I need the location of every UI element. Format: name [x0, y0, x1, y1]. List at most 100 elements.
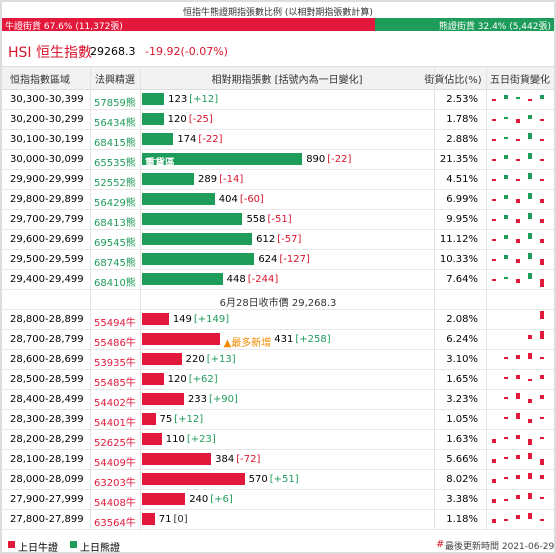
pick-link[interactable]: 55485牛: [94, 378, 136, 389]
change: [+149]: [193, 314, 230, 325]
five-day-bar: [528, 273, 532, 279]
count: 233: [187, 394, 208, 405]
pick-link[interactable]: 63564牛: [94, 518, 136, 529]
share: 3.23%: [446, 394, 478, 405]
five-day-bar: [528, 173, 532, 179]
five-day-bar: [516, 179, 520, 181]
count-bar: [142, 433, 162, 445]
five-day-bar: [516, 495, 520, 499]
five-day-bar: [540, 119, 544, 121]
five-day-bar: [540, 279, 544, 287]
share: 1.05%: [446, 414, 478, 425]
pick-link[interactable]: 55486牛: [94, 338, 136, 349]
pick-link[interactable]: 65535熊: [94, 158, 136, 169]
range: 28,500-28,599: [10, 374, 84, 385]
five-day-bar: [504, 477, 508, 479]
column-divider: [90, 66, 91, 530]
pick-link[interactable]: 56434熊: [94, 118, 136, 129]
five-day-bar: [492, 99, 496, 101]
five-day-bar: [516, 279, 520, 283]
separator: 6月28日收市價 29,268.3: [219, 298, 337, 309]
count-bar: [142, 153, 303, 165]
five-day-bar: [504, 215, 508, 219]
count: 75: [159, 414, 173, 425]
pick-link[interactable]: 57859熊: [94, 98, 136, 109]
pick-link[interactable]: 68415熊: [94, 138, 136, 149]
five-day-bar: [528, 153, 532, 159]
pick-link[interactable]: 54408牛: [94, 498, 136, 509]
pick-link[interactable]: 54401牛: [94, 418, 136, 429]
range: 28,000-28,099: [10, 474, 84, 485]
row-border: [2, 149, 554, 150]
share: 1.63%: [446, 434, 478, 445]
bull-label: 牛證街貨 67.6% (11,372張): [5, 22, 123, 32]
bear-label: 熊證街貨 32.4% (5,442張): [438, 22, 551, 32]
row-border: [2, 429, 554, 430]
pick-link[interactable]: 56429熊: [94, 198, 136, 209]
count: 558: [246, 214, 266, 225]
five-day-bar: [540, 417, 544, 419]
count: 890: [306, 154, 326, 165]
five-day-bar: [492, 139, 496, 141]
pick-link[interactable]: 55494牛: [94, 318, 136, 329]
range: 29,600-29,699: [10, 234, 84, 245]
change: [-25]: [188, 114, 213, 125]
five-day-bar: [540, 239, 544, 243]
range: 27,900-27,999: [10, 494, 84, 505]
five-day-bar: [540, 139, 544, 141]
five-day-bar: [540, 311, 544, 319]
share: 1.65%: [446, 374, 478, 385]
pick-link[interactable]: 52625牛: [94, 438, 136, 449]
range: 29,400-29,499: [10, 274, 84, 285]
title: 恒指牛熊證期指張數比例 (以相對期指張數計算): [183, 8, 373, 18]
column-header: 相對期指張數 [括號內為一日變化]: [211, 75, 363, 86]
five-day-bar: [516, 435, 520, 439]
five-day-bar: [504, 117, 508, 119]
pick-link[interactable]: 63203牛: [94, 478, 136, 489]
five-day-bar: [516, 159, 520, 161]
five-day-bar: [516, 355, 520, 359]
pick-link[interactable]: 69545熊: [94, 238, 136, 249]
count: 431: [274, 334, 294, 345]
count-bar: [142, 333, 220, 345]
row-border: [2, 309, 554, 310]
five-day-bar: [528, 353, 532, 359]
five-day-bar: [516, 119, 520, 123]
column-divider: [434, 66, 435, 530]
range: 29,700-29,799: [10, 214, 84, 225]
count-bar: [142, 213, 243, 225]
change: [-72]: [236, 454, 261, 465]
five-day-bar: [492, 199, 496, 201]
range: 28,400-28,499: [10, 394, 84, 405]
five-day-bar: [516, 413, 520, 419]
pick-link[interactable]: 68413熊: [94, 218, 136, 229]
count: 120: [167, 114, 187, 125]
change: [-127]: [279, 254, 310, 265]
five-day-bar: [504, 95, 508, 99]
row-border: [2, 289, 554, 290]
five-day-bar: [540, 331, 544, 339]
pick-link[interactable]: 53935牛: [94, 358, 136, 369]
pick-link[interactable]: 68745熊: [94, 258, 136, 269]
five-day-bar: [528, 335, 532, 339]
five-day-bar: [492, 239, 496, 241]
share: 10.33%: [439, 254, 478, 265]
pick-link[interactable]: 52552熊: [94, 178, 136, 189]
count-bar: [142, 453, 212, 465]
updated: 最後更新時間 2021-06-29 08: [445, 542, 555, 552]
five-day-bar: [528, 193, 532, 199]
five-day-bar: [540, 497, 544, 499]
pick-link[interactable]: 68410熊: [94, 278, 136, 289]
pick-link[interactable]: 54409牛: [94, 458, 136, 469]
five-day-bar: [516, 259, 520, 263]
row-border: [2, 269, 554, 270]
count: 289: [198, 174, 218, 185]
row-border: [2, 229, 554, 230]
range: 29,800-29,899: [10, 194, 84, 205]
five-day-bar: [504, 175, 508, 179]
count-bar: [142, 313, 169, 325]
row-border: [2, 329, 554, 330]
pick-link[interactable]: 54402牛: [94, 398, 136, 409]
legend-swatch: [70, 541, 77, 548]
five-day-bar: [528, 453, 532, 459]
